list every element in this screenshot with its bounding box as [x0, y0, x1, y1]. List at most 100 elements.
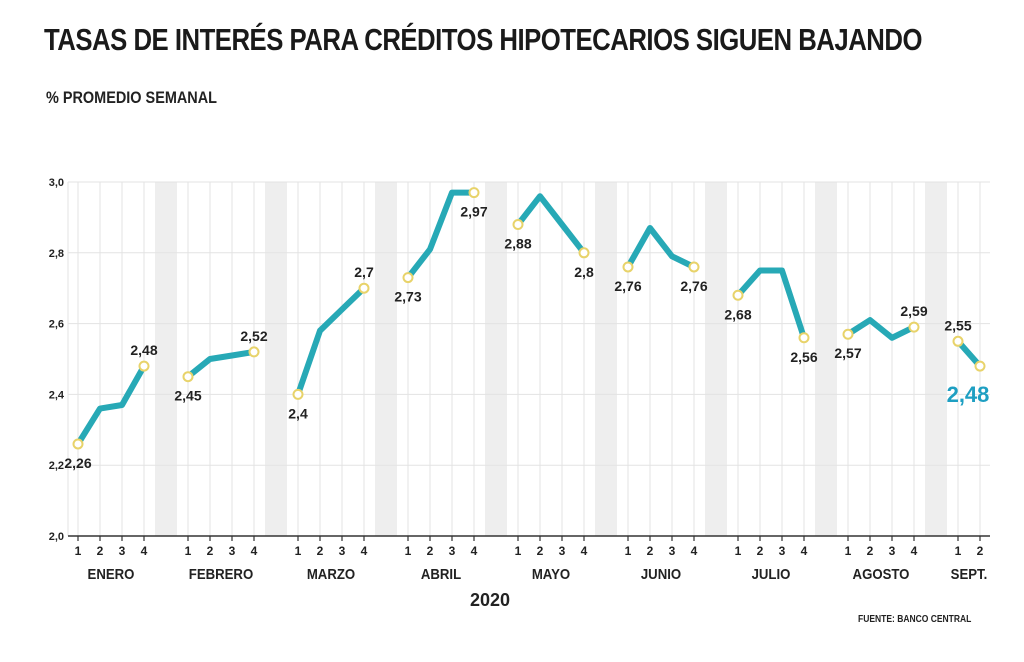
month-gap-band [155, 182, 177, 536]
month-gap-band [705, 182, 727, 536]
series-line-segment [405, 189, 477, 281]
week-tick-label: 4 [581, 544, 588, 558]
data-label: 2,97 [460, 204, 487, 220]
source-note: FUENTE: BANCO CENTRAL [858, 614, 972, 625]
chart-title: TASAS DE INTERÉS PARA CRÉDITOS HIPOTECAR… [44, 22, 922, 57]
data-point-marker [468, 187, 480, 199]
data-point-marker [358, 282, 370, 294]
week-tick-label: 2 [867, 544, 874, 558]
week-tick-label: 2 [647, 544, 654, 558]
data-label: 2,56 [790, 349, 817, 365]
month-label: FEBRERO [189, 565, 253, 582]
week-tick-label: 1 [75, 544, 82, 558]
week-tick-label: 4 [361, 544, 368, 558]
data-label: 2,68 [724, 306, 751, 322]
week-tick-label: 2 [427, 544, 434, 558]
series-line-segment [845, 317, 917, 341]
week-tick-label: 3 [229, 544, 236, 558]
series-line-segment [625, 225, 697, 270]
week-tick-label: 2 [757, 544, 764, 558]
data-point-marker [842, 328, 854, 340]
y-tick-label: 2,0 [49, 531, 64, 543]
week-tick-label: 2 [97, 544, 104, 558]
week-tick-label: 3 [449, 544, 456, 558]
month-gap-band [815, 182, 837, 536]
data-label: 2,59 [900, 303, 927, 319]
data-point-marker [248, 346, 260, 358]
data-point-marker [402, 272, 414, 284]
week-tick-label: 4 [251, 544, 258, 558]
data-labels: 2,26 2,48 2,45 2,52 2,4 2,7 2,73 2,97 2,88 2,8 2,7… [64, 204, 989, 471]
data-point-marker [908, 321, 920, 333]
data-point-marker [72, 438, 84, 450]
series-line-segment [75, 363, 147, 447]
data-point-marker [732, 289, 744, 301]
week-tick-label: 3 [669, 544, 676, 558]
month-gap-band [375, 182, 397, 536]
data-point-marker [688, 261, 700, 273]
week-tick-label: 2 [537, 544, 544, 558]
month-label: JUNIO [641, 565, 681, 582]
month-gap-band [485, 182, 507, 536]
data-point-marker [292, 388, 304, 400]
month-label: ABRIL [421, 565, 462, 582]
data-label: 2,26 [64, 455, 91, 471]
week-tick-label: 4 [141, 544, 148, 558]
data-point-marker [578, 247, 590, 259]
week-tick-label: 3 [779, 544, 786, 558]
week-tick-label: 1 [515, 544, 522, 558]
week-tick-label: 1 [955, 544, 962, 558]
y-tick-label: 2,8 [49, 248, 64, 260]
y-tick-label: 3,0 [49, 177, 64, 189]
week-tick-label: 1 [185, 544, 192, 558]
data-points [72, 187, 986, 450]
month-label: SEPT. [951, 565, 988, 582]
data-label: 2,45 [174, 388, 201, 404]
data-point-marker [798, 332, 810, 344]
week-tick-label: 1 [845, 544, 852, 558]
data-label: 2,7 [354, 264, 374, 280]
gridlines [67, 181, 990, 536]
week-tick-label: 3 [339, 544, 346, 558]
data-label: 2,48 [130, 342, 157, 358]
data-label: 2,88 [504, 235, 531, 251]
month-gap-band [265, 182, 287, 536]
data-label: 2,4 [288, 405, 308, 421]
data-point-marker [138, 360, 150, 372]
data-label: 2,52 [240, 328, 267, 344]
data-point-marker [512, 218, 524, 230]
series-line-segment [185, 348, 257, 380]
chart-subtitle: % PROMEDIO SEMANAL [46, 88, 218, 107]
y-tick-label: 2,6 [49, 319, 64, 331]
month-label: MAYO [532, 565, 570, 582]
month-label: MARZO [307, 565, 355, 582]
week-tick-label: 1 [295, 544, 302, 558]
axes: 2,0 2,2 2,4 2,6 2,8 3,0 1 2 3 4 ENERO 1 2 3 4 FEBRERO 1 2… [49, 177, 990, 582]
month-gap-band [925, 182, 947, 536]
week-tick-label: 4 [801, 544, 808, 558]
data-label: 2,73 [394, 289, 421, 305]
data-label: 2,76 [614, 278, 641, 294]
week-tick-label: 1 [735, 544, 742, 558]
data-label: 2,76 [680, 278, 707, 294]
y-tick-label: 2,2 [49, 460, 64, 472]
series-line-segment [955, 338, 983, 370]
series-lines [75, 189, 983, 447]
data-label: 2,57 [834, 345, 861, 361]
week-tick-label: 4 [691, 544, 698, 558]
week-tick-label: 2 [207, 544, 214, 558]
week-tick-label: 2 [317, 544, 324, 558]
month-gap-band [595, 182, 617, 536]
week-tick-label: 3 [559, 544, 566, 558]
week-tick-label: 1 [405, 544, 412, 558]
data-point-marker [952, 335, 964, 347]
y-tick-label: 2,4 [49, 389, 65, 401]
month-label: AGOSTO [853, 565, 910, 582]
week-tick-label: 4 [911, 544, 918, 558]
week-tick-label: 4 [471, 544, 478, 558]
week-tick-label: 2 [977, 544, 984, 558]
week-tick-label: 3 [889, 544, 896, 558]
data-point-marker [974, 360, 986, 372]
highlight-data-label: 2,48 [947, 382, 990, 407]
